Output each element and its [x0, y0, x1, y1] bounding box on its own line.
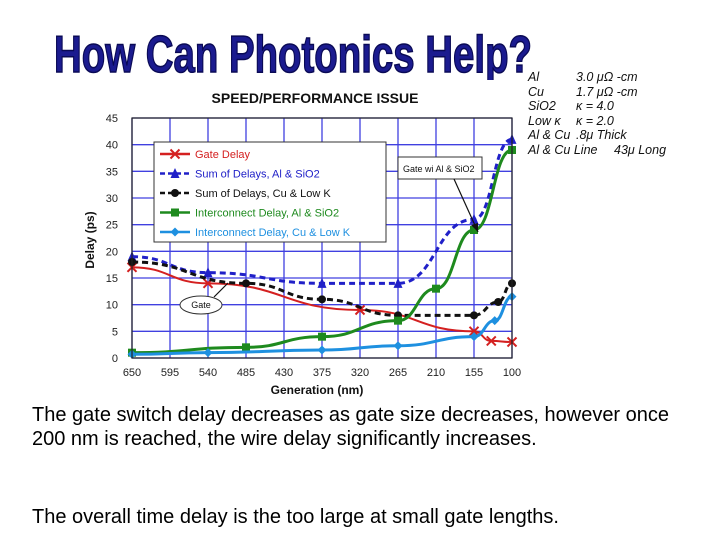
material-value: κ = 2.0	[576, 113, 614, 128]
caption-overall-delay: The overall time delay is the too large …	[32, 506, 559, 528]
legend-label: Sum of Delays, Cu & Low K	[195, 188, 331, 200]
y-tick-label: 25	[106, 220, 118, 232]
y-tick-label: 10	[106, 300, 118, 312]
y-tick-label: 15	[106, 273, 118, 285]
interconnect-cu-marker	[393, 341, 403, 351]
plot-border	[131, 117, 513, 359]
annotation-arrowhead	[471, 223, 478, 232]
chart-legend: Gate Delay Sum of Delays, Al & SiO2 Sum of…	[153, 141, 387, 243]
series-2	[127, 133, 517, 288]
material-value: 43μ Long	[614, 142, 667, 157]
interconnect-cu-marker	[490, 316, 500, 326]
x-tick-label: 430	[275, 367, 293, 379]
material-row: SiO2 κ = 4.0	[528, 99, 718, 114]
y-tick-label: 35	[106, 166, 118, 178]
sum-delay-cu-marker	[494, 298, 503, 306]
interconnect-al-marker	[432, 284, 440, 293]
legend-label: Gate Delay	[195, 149, 251, 161]
material-row: Cu 1.7 μΩ -cm	[528, 85, 718, 100]
interconnect-al-marker	[318, 332, 326, 341]
chart-annotations: Gate wi Al & SiO2 Gate	[179, 156, 483, 315]
x-tick-label: 210	[427, 367, 445, 379]
series-3	[128, 258, 516, 320]
sum-delay-cu-marker	[242, 279, 250, 288]
interconnect-cu-marker	[317, 345, 327, 355]
x-tick-label: 320	[351, 367, 369, 379]
x-tick-label: 100	[503, 367, 521, 379]
interconnect-cu-marker	[469, 332, 479, 342]
slide-title-text: How Can Photonics Help?	[54, 26, 532, 80]
interconnect-cu-marker	[203, 348, 213, 358]
annotation-gate-label: Gate	[191, 300, 211, 310]
material-name: Al & Cu Line	[528, 142, 598, 157]
y-tick-label: 40	[106, 140, 118, 152]
interconnect-al-marker	[171, 208, 179, 217]
sum-delay-al-marker	[317, 277, 327, 288]
sum-delay-cu-marker	[470, 311, 478, 320]
x-tick-label: 540	[199, 367, 217, 379]
chart-title: SPEED/PERFORMANCE ISSUE	[212, 90, 419, 106]
gate-delay-marker	[468, 326, 480, 337]
y-tick-label: 0	[112, 353, 118, 365]
interconnect-al-marker	[470, 226, 478, 234]
y-tick-label: 30	[106, 193, 118, 205]
y-tick-label: 5	[112, 326, 118, 338]
sum-delay-al-line	[131, 137, 513, 285]
y-axis-label: Delay (ps)	[83, 211, 97, 268]
x-tick-label: 155	[465, 367, 483, 379]
interconnect-al-marker	[394, 316, 402, 325]
sum-delay-al-marker	[469, 213, 479, 224]
legend-label: Interconnect Delay, Al & SiO2	[195, 208, 339, 220]
annotation-gate-al-label: Gate wi Al & SiO2	[403, 164, 475, 174]
material-value: 1.7 μΩ -cm	[576, 84, 638, 99]
sum-delay-cu-marker	[171, 189, 179, 197]
x-tick-label: 265	[389, 367, 407, 379]
gate-delay-marker	[169, 148, 181, 160]
legend-label: Interconnect Delay, Cu & Low K	[195, 227, 351, 239]
material-name: Al	[528, 70, 540, 84]
x-tick-label: 485	[237, 367, 255, 379]
legend-label: Sum of Delays, Al & SiO2	[195, 169, 320, 181]
x-tick-label: 375	[313, 367, 331, 379]
gate-delay-marker	[486, 335, 497, 347]
materials-panel: Al 3.0 μΩ -cm Cu 1.7 μΩ -cm SiO2 κ = 4.0 Lo…	[528, 70, 718, 158]
annotation-box	[397, 156, 483, 180]
chart-axes: 650 595 540 485 430 375 320 265 210 155 100 0 5 10 15 2…	[106, 113, 521, 379]
interconnect-al-marker	[242, 343, 250, 352]
material-value: .8μ Thick	[576, 128, 627, 143]
material-name: Al & Cu	[528, 128, 571, 143]
sum-delay-al-marker	[170, 168, 180, 178]
annotation-gate-pointer	[213, 282, 229, 298]
interconnect-cu-marker	[170, 227, 180, 237]
caption-wire-delay: The gate switch delay decreases as gate …	[32, 404, 670, 450]
sum-delay-al-marker	[203, 267, 213, 278]
material-name: Cu	[528, 84, 544, 99]
x-axis-label: Generation (nm)	[271, 383, 364, 397]
x-tick-label: 650	[123, 367, 141, 379]
delay-chart: 650 595 540 485 430 375 320 265 210 155 100 0 5 10 15 2…	[83, 90, 521, 397]
sum-delay-al-marker	[393, 277, 403, 288]
material-value: 3.0 μΩ -cm	[576, 70, 638, 84]
material-row: Al & Cu .8μ Thick	[528, 128, 718, 143]
y-tick-label: 20	[106, 246, 118, 258]
annotation-pointer	[453, 178, 479, 233]
material-row: Low κ κ = 2.0	[528, 114, 718, 129]
material-value: κ = 4.0	[576, 99, 614, 114]
y-tick-label: 45	[106, 113, 118, 125]
slide-title: How Can Photonics Help?	[53, 25, 533, 80]
x-tick-label: 595	[161, 367, 179, 379]
material-row: Al 3.0 μΩ -cm	[528, 70, 718, 85]
legend-box	[153, 141, 387, 243]
sum-delay-cu-marker	[318, 295, 326, 304]
material-row: Al & Cu Line 43μ Long	[528, 143, 718, 158]
material-name: Low κ	[528, 113, 561, 128]
annotation-gate-bubble	[179, 295, 223, 315]
material-name: SiO2	[528, 99, 556, 114]
